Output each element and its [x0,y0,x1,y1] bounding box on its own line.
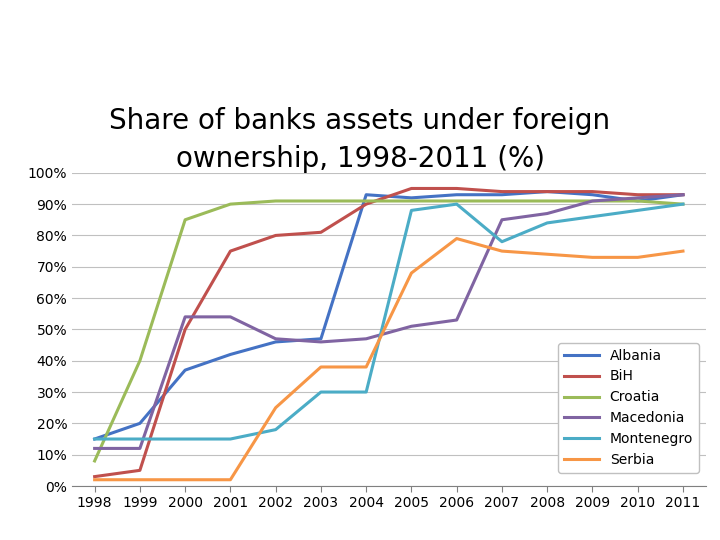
Serbia [452,235,461,242]
Albania [226,351,235,357]
Macedonia [407,323,415,329]
Croatia [588,198,597,204]
Croatia [226,201,235,207]
Macedonia [181,314,189,320]
Macedonia [679,192,688,198]
Macedonia [588,198,597,204]
Serbia [543,251,552,258]
Montenegro [634,207,642,214]
Serbia [271,404,280,411]
Line: Montenegro: Montenegro [94,204,683,439]
BiH [317,229,325,235]
Croatia [90,458,99,464]
Albania [407,194,415,201]
BiH [498,188,506,195]
Croatia [543,198,552,204]
Montenegro [271,427,280,433]
Macedonia [634,194,642,201]
BiH [90,474,99,480]
Montenegro [181,436,189,442]
Montenegro [135,436,144,442]
Line: Croatia: Croatia [94,201,683,461]
Montenegro [452,201,461,207]
Albania [634,198,642,204]
Albania [588,192,597,198]
Montenegro [90,436,99,442]
Serbia [498,248,506,254]
Croatia [135,357,144,364]
Macedonia [317,339,325,345]
BiH [543,188,552,195]
Montenegro [407,207,415,214]
Macedonia [452,317,461,323]
Macedonia [271,335,280,342]
Line: Macedonia: Macedonia [94,195,683,448]
Serbia [362,364,371,370]
Croatia [407,198,415,204]
Albania [362,192,371,198]
Macedonia [135,445,144,451]
BiH [362,201,371,207]
BiH [588,188,597,195]
Montenegro [679,201,688,207]
Serbia [634,254,642,261]
Albania [679,192,688,198]
Montenegro [226,436,235,442]
Croatia [452,198,461,204]
Text: ownership, 1998-2011 (%): ownership, 1998-2011 (%) [176,145,544,173]
Serbia [135,476,144,483]
BiH [226,248,235,254]
Text: Share of banks assets under foreign: Share of banks assets under foreign [109,107,611,135]
Albania [135,420,144,427]
Albania [181,367,189,373]
BiH [271,232,280,239]
Serbia [588,254,597,261]
Montenegro [362,389,371,395]
Croatia [181,217,189,223]
Serbia [679,248,688,254]
Montenegro [498,239,506,245]
Macedonia [543,210,552,217]
Croatia [271,198,280,204]
Albania [90,436,99,442]
BiH [407,185,415,192]
Macedonia [226,314,235,320]
Serbia [226,476,235,483]
BiH [634,192,642,198]
Macedonia [90,445,99,451]
Serbia [90,476,99,483]
Serbia [317,364,325,370]
Croatia [679,201,688,207]
Macedonia [362,335,371,342]
Macedonia [498,217,506,223]
Albania [498,192,506,198]
Montenegro [543,220,552,226]
BiH [181,326,189,333]
Montenegro [588,213,597,220]
BiH [679,192,688,198]
Montenegro [317,389,325,395]
BiH [135,467,144,474]
Albania [543,188,552,195]
BiH [452,185,461,192]
Serbia [181,476,189,483]
Line: Serbia: Serbia [94,239,683,480]
Legend: Albania, BiH, Croatia, Macedonia, Montenegro, Serbia: Albania, BiH, Croatia, Macedonia, Monten… [558,343,698,473]
Croatia [362,198,371,204]
Albania [271,339,280,345]
Albania [452,192,461,198]
Croatia [317,198,325,204]
Croatia [634,198,642,204]
Croatia [498,198,506,204]
Albania [317,335,325,342]
Line: Albania: Albania [94,192,683,439]
Line: BiH: BiH [94,188,683,477]
Serbia [407,270,415,276]
